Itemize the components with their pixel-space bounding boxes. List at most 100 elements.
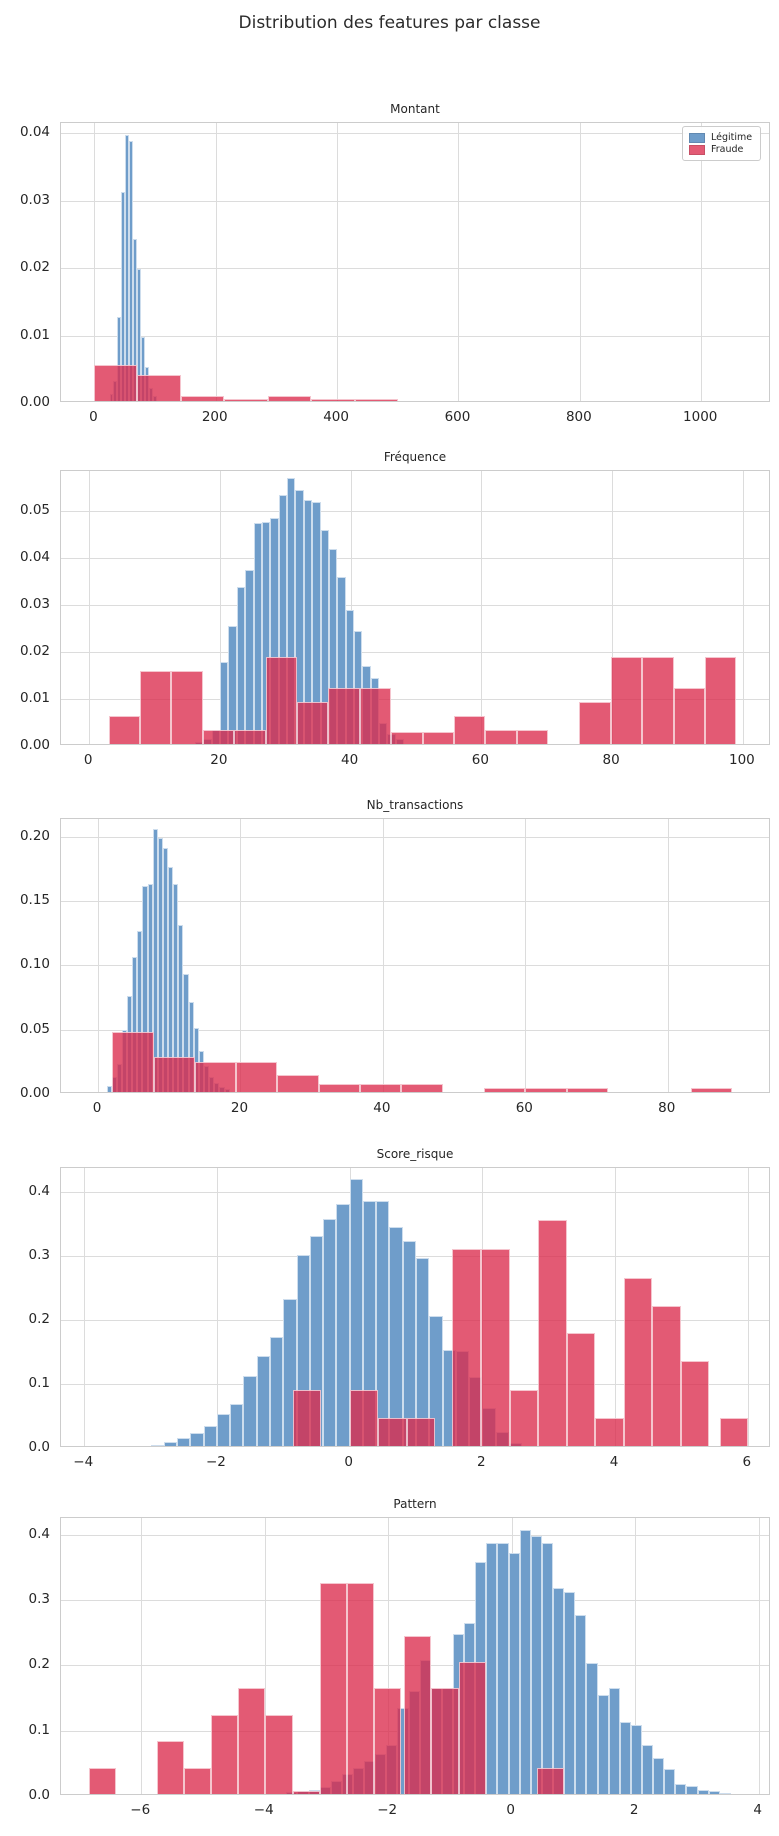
bar-legitime <box>608 1687 620 1794</box>
bar-fraude <box>265 657 297 744</box>
bar-legitime <box>641 1745 654 1794</box>
x-gridline <box>219 471 221 744</box>
bar-legitime <box>129 141 134 401</box>
bar-fraude <box>391 732 423 744</box>
y-tick-label: 0.3 <box>28 1246 50 1263</box>
bar-fraude <box>137 375 182 401</box>
bar-fraude <box>277 1075 319 1092</box>
bar-fraude <box>108 715 141 744</box>
bar-legitime <box>203 1425 217 1446</box>
y-tick-label: 0.01 <box>19 326 50 343</box>
bar-fraude <box>652 1306 681 1446</box>
plot-area <box>60 1517 770 1795</box>
y-tick-label: 0.2 <box>28 1310 50 1327</box>
subplot-title: Fréquence <box>383 450 447 464</box>
x-gridline <box>89 471 91 744</box>
bar-fraude <box>140 671 172 744</box>
bar-fraude <box>349 1389 379 1446</box>
x-tick-label: 60 <box>471 752 489 768</box>
bar-legitime <box>389 1226 403 1446</box>
bar-legitime <box>137 269 142 401</box>
bar-legitime <box>349 1178 363 1446</box>
bar-legitime <box>236 587 246 744</box>
x-tick-label: 400 <box>323 409 349 425</box>
legend-item: Fraude <box>689 144 752 155</box>
bar-legitime <box>320 530 329 744</box>
bar-fraude <box>153 1057 195 1092</box>
x-gridline <box>141 1518 143 1794</box>
x-tick-label: 800 <box>565 409 592 425</box>
y-tick-label: 0.02 <box>19 259 50 276</box>
y-tick-label: 0.00 <box>19 1085 50 1101</box>
bar-legitime <box>287 478 296 744</box>
y-tick-label: 0.0 <box>28 1439 50 1455</box>
bar-fraude <box>579 701 611 744</box>
bar-fraude <box>378 1417 407 1446</box>
bar-legitime <box>530 1536 542 1794</box>
x-tick-label: −2 <box>377 1802 398 1818</box>
bar-fraude <box>360 1084 402 1092</box>
x-gridline <box>337 123 339 401</box>
bar-fraude <box>452 1248 482 1446</box>
bar-legitime <box>653 1758 665 1794</box>
y-tick-label: 0.00 <box>19 394 50 410</box>
bar-fraude <box>297 701 329 744</box>
bar-legitime <box>564 1591 576 1794</box>
bar-fraude <box>404 1636 432 1794</box>
bar-legitime <box>117 316 122 401</box>
x-tick-label: 20 <box>230 1100 249 1116</box>
bar-fraude <box>181 396 225 401</box>
bar-legitime <box>132 957 138 1092</box>
x-tick-label: 200 <box>201 409 228 425</box>
bar-fraude <box>690 1088 732 1092</box>
bar-fraude <box>319 1583 347 1794</box>
bar-legitime <box>697 1790 709 1794</box>
figure-title: Distribution des features par classe <box>238 13 541 33</box>
bar-fraude <box>566 1333 596 1446</box>
y-gridline <box>61 1191 769 1193</box>
y-gridline <box>61 268 769 270</box>
y-tick-label: 0.1 <box>28 1374 50 1391</box>
x-gridline <box>667 819 669 1092</box>
x-gridline <box>382 819 384 1092</box>
plot-area <box>60 818 770 1093</box>
x-tick-label: 40 <box>373 1100 391 1116</box>
x-gridline <box>215 123 217 401</box>
x-tick-label: −4 <box>73 1454 94 1470</box>
y-tick-label: 0.03 <box>19 191 50 208</box>
x-tick-label: 20 <box>210 752 228 768</box>
bar-fraude <box>422 732 454 744</box>
x-gridline <box>94 123 96 401</box>
bar-fraude <box>112 1031 154 1092</box>
x-tick-label: 0 <box>344 1454 353 1470</box>
x-gridline <box>98 819 100 1092</box>
bar-legitime <box>173 883 179 1092</box>
bar-fraude <box>311 398 355 401</box>
x-gridline <box>264 1518 266 1794</box>
y-gridline <box>61 133 769 135</box>
x-gridline <box>579 123 581 401</box>
bar-legitime <box>220 661 229 744</box>
bar-fraude <box>406 1417 436 1446</box>
x-tick-label: 60 <box>515 1100 533 1116</box>
bar-legitime <box>125 134 130 401</box>
bar-legitime <box>630 1725 642 1794</box>
bar-legitime <box>328 548 338 744</box>
bar-legitime <box>152 828 158 1092</box>
legend-item: Légitime <box>689 132 752 143</box>
bar-legitime <box>345 610 354 744</box>
bar-fraude <box>538 1220 567 1446</box>
x-tick-label: 4 <box>753 1802 762 1818</box>
y-tick-label: 0.02 <box>19 642 50 659</box>
bar-fraude <box>566 1088 608 1092</box>
x-gridline <box>350 471 352 744</box>
x-tick-label: 2 <box>477 1454 486 1470</box>
bar-legitime <box>312 501 321 744</box>
y-tick-label: 0.03 <box>19 595 50 612</box>
x-tick-label: 1000 <box>683 409 718 425</box>
subplot-title: Montant <box>390 102 440 116</box>
bar-legitime <box>429 1315 443 1446</box>
bar-legitime <box>183 973 189 1092</box>
x-tick-label: −6 <box>130 1802 151 1818</box>
bar-fraude <box>202 729 235 744</box>
